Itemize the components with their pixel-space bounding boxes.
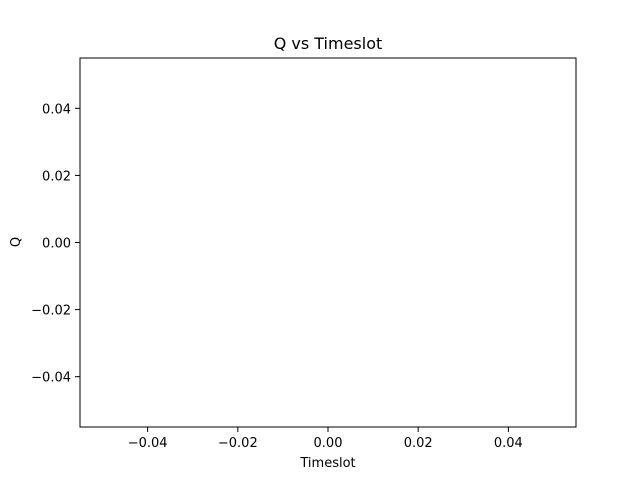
y-axis-label: Q <box>9 237 24 247</box>
x-tick-label: 0.00 <box>314 436 343 451</box>
chart-title: Q vs Timeslot <box>274 34 383 53</box>
x-tick-label: −0.04 <box>128 436 168 451</box>
y-axis: 0.04 0.02 0.00 −0.02 −0.04 <box>31 102 80 386</box>
y-tick-label: −0.04 <box>31 371 71 386</box>
y-tick-label: 0.04 <box>42 102 71 117</box>
x-axis-label: Timeslot <box>299 456 355 471</box>
plot-area <box>79 57 577 428</box>
x-tick-label: 0.02 <box>404 436 433 451</box>
y-tick-label: 0.02 <box>42 169 71 184</box>
x-axis: −0.04 −0.02 0.00 0.02 0.04 <box>128 427 523 451</box>
y-tick-label: 0.00 <box>42 237 71 252</box>
x-tick-label: 0.04 <box>494 436 523 451</box>
x-tick-label: −0.02 <box>218 436 258 451</box>
y-tick-label: −0.02 <box>31 304 71 319</box>
